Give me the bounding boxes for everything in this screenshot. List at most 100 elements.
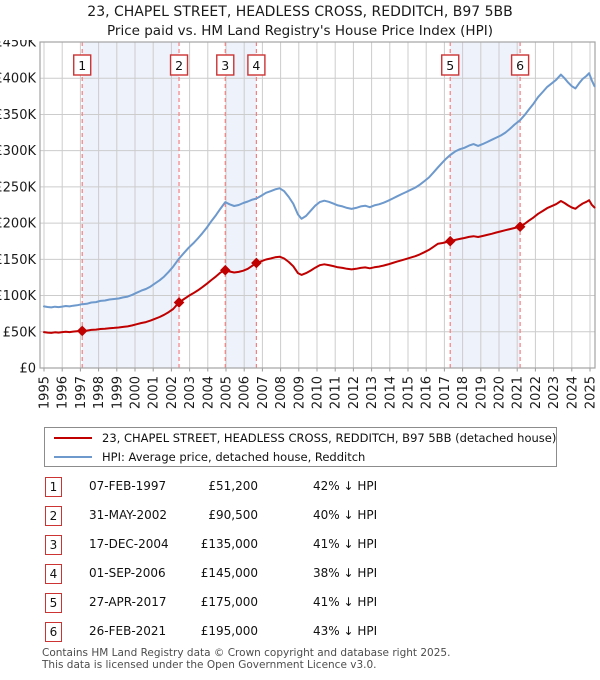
y-axis-label: £300K xyxy=(0,144,36,159)
sale-price: £145,000 xyxy=(200,566,258,580)
x-axis-label: 2015 xyxy=(402,376,417,409)
x-axis-label: 2011 xyxy=(329,376,344,409)
sale-date: 07-FEB-1997 xyxy=(89,479,167,493)
ownership-band xyxy=(82,42,180,368)
sale-row: 2 31-MAY-2002 £90,500 40% ↓ HPI xyxy=(45,506,565,528)
x-axis-label: 2018 xyxy=(456,376,471,409)
y-axis-label: £50K xyxy=(3,325,37,340)
sale-flag-number: 3 xyxy=(221,58,229,73)
y-axis-label: £350K xyxy=(0,108,36,123)
sale-flag-box xyxy=(247,54,266,76)
sale-flag-box xyxy=(216,54,235,76)
sale-point-marker xyxy=(514,221,526,233)
license-footer: Contains HM Land Registry data © Crown c… xyxy=(42,647,598,671)
sale-hpi-diff: 41% ↓ HPI xyxy=(313,595,378,609)
sale-flag-box xyxy=(73,54,92,76)
sale-date: 17-DEC-2004 xyxy=(89,537,169,551)
x-axis-label: 2014 xyxy=(383,376,398,409)
x-axis-label: 2009 xyxy=(292,376,307,409)
sale-price: £135,000 xyxy=(200,537,258,551)
x-axis-label: 1998 xyxy=(92,376,107,409)
sale-point-marker xyxy=(251,257,262,269)
x-axis-label: 2023 xyxy=(547,376,562,409)
y-axis-label: £0 xyxy=(19,362,36,377)
sales-table: 1 07-FEB-1997 £51,200 42% ↓ HPI 2 31-MAY… xyxy=(45,477,565,651)
sale-hpi-diff: 38% ↓ HPI xyxy=(313,566,378,580)
sale-hpi-diff: 43% ↓ HPI xyxy=(313,624,378,638)
sale-flag-number: 5 xyxy=(446,58,454,73)
sale-row: 3 17-DEC-2004 £135,000 41% ↓ HPI xyxy=(45,535,565,557)
sale-point-marker xyxy=(219,264,231,276)
sale-flag-number: 1 xyxy=(78,58,86,73)
y-axis-label: £400K xyxy=(0,72,36,87)
x-axis-label: 2001 xyxy=(147,376,162,409)
sale-hpi-diff: 40% ↓ HPI xyxy=(313,508,378,522)
x-axis-label: 1999 xyxy=(110,376,125,409)
sale-number-badge: 6 xyxy=(45,622,62,642)
sale-row: 1 07-FEB-1997 £51,200 42% ↓ HPI xyxy=(45,477,565,499)
x-axis-label: 1995 xyxy=(38,376,53,409)
chart-legend: 23, CHAPEL STREET, HEADLESS CROSS, REDDI… xyxy=(44,427,557,467)
legend-row-property: 23, CHAPEL STREET, HEADLESS CROSS, REDDI… xyxy=(45,428,556,447)
sale-date: 31-MAY-2002 xyxy=(89,508,168,522)
hpi-series-line xyxy=(43,72,596,309)
chart-title: 23, CHAPEL STREET, HEADLESS CROSS, REDDI… xyxy=(87,4,513,20)
x-axis-label: 2010 xyxy=(311,376,326,409)
x-axis-label: 2003 xyxy=(183,376,198,409)
x-axis-label: 2005 xyxy=(220,376,235,409)
x-axis-label: 2000 xyxy=(129,376,144,409)
y-axis-label: £150K xyxy=(0,253,36,268)
y-axis-label: £100K xyxy=(0,289,36,304)
sale-number-badge: 4 xyxy=(45,564,62,584)
sale-price: £90,500 xyxy=(208,508,258,522)
x-axis-label: 2006 xyxy=(238,376,253,409)
footer-line1: Contains HM Land Registry data © Crown c… xyxy=(42,647,451,659)
x-axis-label: 2008 xyxy=(274,376,289,409)
x-axis-label: 2020 xyxy=(493,376,508,409)
price-paid-series-line xyxy=(43,199,596,334)
red-line-swatch-icon xyxy=(54,436,92,439)
sale-row: 5 27-APR-2017 £175,000 41% ↓ HPI xyxy=(45,593,565,615)
price-history-chart: 1 2 3 4 5 6 £0 £50K £100K £150K £200K £250K £300K £35… xyxy=(0,40,599,409)
blue-line-swatch-icon xyxy=(54,455,92,458)
x-axis-label: 1996 xyxy=(56,376,71,409)
x-axis-label: 2021 xyxy=(511,376,526,409)
sale-flag-number: 2 xyxy=(175,58,183,73)
x-axis-label: 2017 xyxy=(438,376,453,409)
legend-label-property: 23, CHAPEL STREET, HEADLESS CROSS, REDDI… xyxy=(102,430,557,445)
legend-row-hpi: HPI: Average price, detached house, Redd… xyxy=(45,447,556,466)
x-axis-label: 2019 xyxy=(474,376,489,409)
y-axis-label: £200K xyxy=(0,217,36,232)
sale-row: 4 01-SEP-2006 £145,000 38% ↓ HPI xyxy=(45,564,565,586)
sale-point-marker xyxy=(173,297,185,308)
sale-price: £175,000 xyxy=(200,595,258,609)
x-axis-label: 2012 xyxy=(347,376,362,409)
sale-flag-box xyxy=(510,54,530,76)
sale-date: 01-SEP-2006 xyxy=(89,566,166,580)
x-axis-label: 2024 xyxy=(565,376,580,409)
sale-point-marker xyxy=(444,235,456,247)
sale-flag-number: 6 xyxy=(516,58,524,73)
footer-line2: This data is licensed under the Open Gov… xyxy=(42,658,377,671)
x-axis-label: 2004 xyxy=(201,376,216,409)
sale-hpi-diff: 42% ↓ HPI xyxy=(313,479,378,493)
sale-number-badge: 3 xyxy=(45,535,62,555)
x-axis-label: 2025 xyxy=(584,376,599,409)
legend-label-hpi: HPI: Average price, detached house, Redd… xyxy=(102,449,366,464)
y-axis-label: £250K xyxy=(0,180,36,195)
plot-frame xyxy=(39,41,596,369)
x-axis-label: 2016 xyxy=(420,376,435,409)
sale-flag-box xyxy=(169,54,189,76)
sale-number-badge: 1 xyxy=(45,477,62,497)
sale-flag-box xyxy=(441,54,460,76)
ownership-band xyxy=(450,42,521,368)
sale-price: £195,000 xyxy=(200,624,258,638)
sale-date: 26-FEB-2021 xyxy=(89,624,167,638)
sale-point-marker xyxy=(76,325,88,337)
sale-hpi-diff: 41% ↓ HPI xyxy=(313,537,378,551)
sale-number-badge: 2 xyxy=(45,506,62,526)
x-axis-label: 1997 xyxy=(74,376,89,409)
chart-subtitle: Price paid vs. HM Land Registry's House … xyxy=(107,23,493,39)
sale-number-badge: 5 xyxy=(45,593,62,613)
